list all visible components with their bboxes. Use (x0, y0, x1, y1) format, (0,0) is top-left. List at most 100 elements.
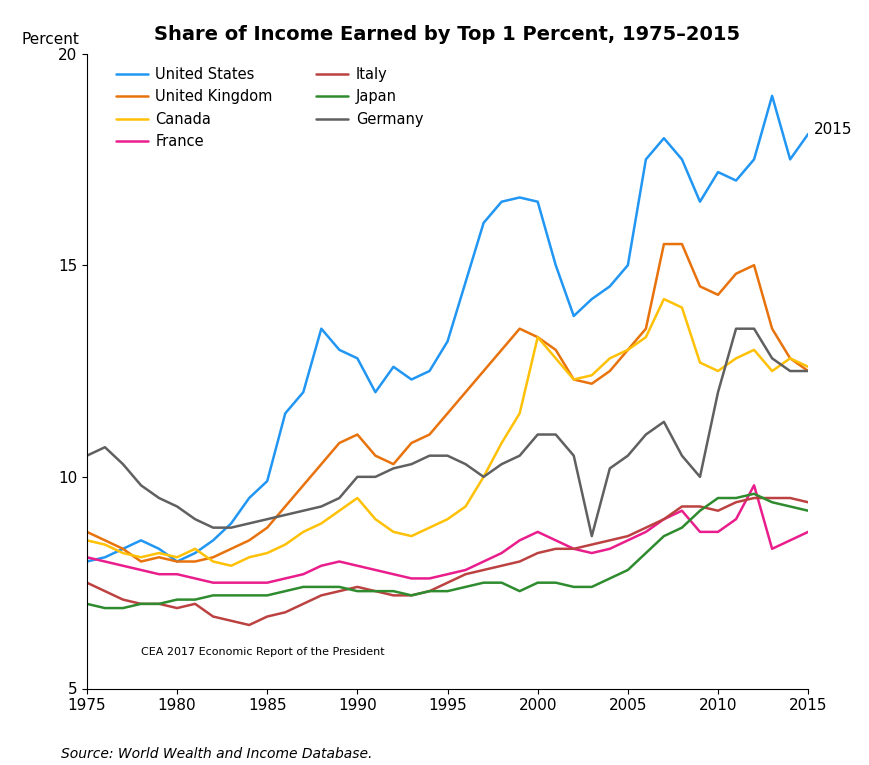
Germany (767, 353, 778, 363)
United Kingdom (316, 460, 327, 469)
Japan (100, 604, 110, 613)
Japan (154, 599, 164, 608)
United Kingdom (461, 388, 471, 397)
Japan (190, 595, 201, 604)
United Kingdom (442, 409, 453, 418)
Title: Share of Income Earned by Top 1 Percent, 1975–2015: Share of Income Earned by Top 1 Percent,… (155, 24, 740, 44)
France (280, 574, 290, 583)
Japan (118, 604, 129, 613)
Italy (424, 587, 434, 596)
Germany (190, 515, 201, 524)
France (244, 578, 255, 588)
United Kingdom (605, 366, 615, 376)
France (496, 549, 507, 558)
United States (262, 477, 273, 486)
Italy (298, 599, 308, 608)
France (82, 552, 92, 562)
Italy (496, 562, 507, 571)
United States (568, 311, 579, 321)
Germany (514, 451, 525, 461)
United States (244, 493, 255, 503)
Germany (424, 451, 434, 461)
Japan (514, 587, 525, 596)
Japan (407, 591, 417, 600)
United Kingdom (244, 536, 255, 545)
Germany (352, 472, 362, 481)
Italy (731, 498, 741, 507)
United States (461, 278, 471, 287)
Germany (587, 532, 597, 541)
Germany (713, 388, 723, 397)
Line: Germany: Germany (87, 329, 808, 536)
Germany (280, 510, 290, 519)
Germany (731, 324, 741, 334)
United Kingdom (154, 552, 164, 562)
Canada (262, 549, 273, 558)
Canada (767, 366, 778, 376)
France (568, 544, 579, 553)
United Kingdom (208, 552, 218, 562)
France (388, 570, 399, 579)
United States (100, 552, 110, 562)
United States (388, 362, 399, 371)
United States (424, 366, 434, 376)
Germany (82, 451, 92, 461)
Germany (262, 515, 273, 524)
United States (226, 519, 236, 528)
France (442, 570, 453, 579)
Japan (496, 578, 507, 588)
Japan (424, 587, 434, 596)
Germany (407, 460, 417, 469)
Japan (82, 599, 92, 608)
United States (677, 155, 687, 164)
France (298, 570, 308, 579)
Japan (244, 591, 255, 600)
United Kingdom (100, 536, 110, 545)
United Kingdom (262, 523, 273, 532)
France (640, 527, 651, 536)
Germany (316, 502, 327, 511)
Canada (100, 540, 110, 549)
United States (514, 193, 525, 202)
Canada (461, 502, 471, 511)
Italy (442, 578, 453, 588)
Japan (803, 506, 813, 516)
United Kingdom (352, 430, 362, 439)
Japan (767, 498, 778, 507)
Germany (623, 451, 634, 461)
France (695, 527, 706, 536)
Canada (226, 562, 236, 571)
Japan (335, 582, 345, 591)
United States (659, 134, 669, 143)
France (352, 562, 362, 571)
Canada (677, 303, 687, 312)
Canada (785, 353, 795, 363)
Canada (713, 366, 723, 376)
Canada (533, 333, 543, 342)
Italy (568, 544, 579, 553)
United States (605, 282, 615, 291)
Germany (388, 464, 399, 473)
Italy (767, 493, 778, 503)
Italy (388, 591, 399, 600)
Germany (479, 472, 489, 481)
Italy (587, 540, 597, 549)
Italy (190, 599, 201, 608)
France (677, 506, 687, 516)
United Kingdom (136, 557, 146, 566)
Japan (208, 591, 218, 600)
United Kingdom (226, 544, 236, 553)
Line: United States: United States (87, 96, 808, 562)
United States (803, 129, 813, 138)
Japan (352, 587, 362, 596)
Japan (226, 591, 236, 600)
Germany (335, 493, 345, 503)
Italy (172, 604, 182, 613)
Japan (316, 582, 327, 591)
France (407, 574, 417, 583)
Japan (298, 582, 308, 591)
France (713, 527, 723, 536)
United Kingdom (785, 353, 795, 363)
United Kingdom (533, 333, 543, 342)
United Kingdom (677, 239, 687, 249)
